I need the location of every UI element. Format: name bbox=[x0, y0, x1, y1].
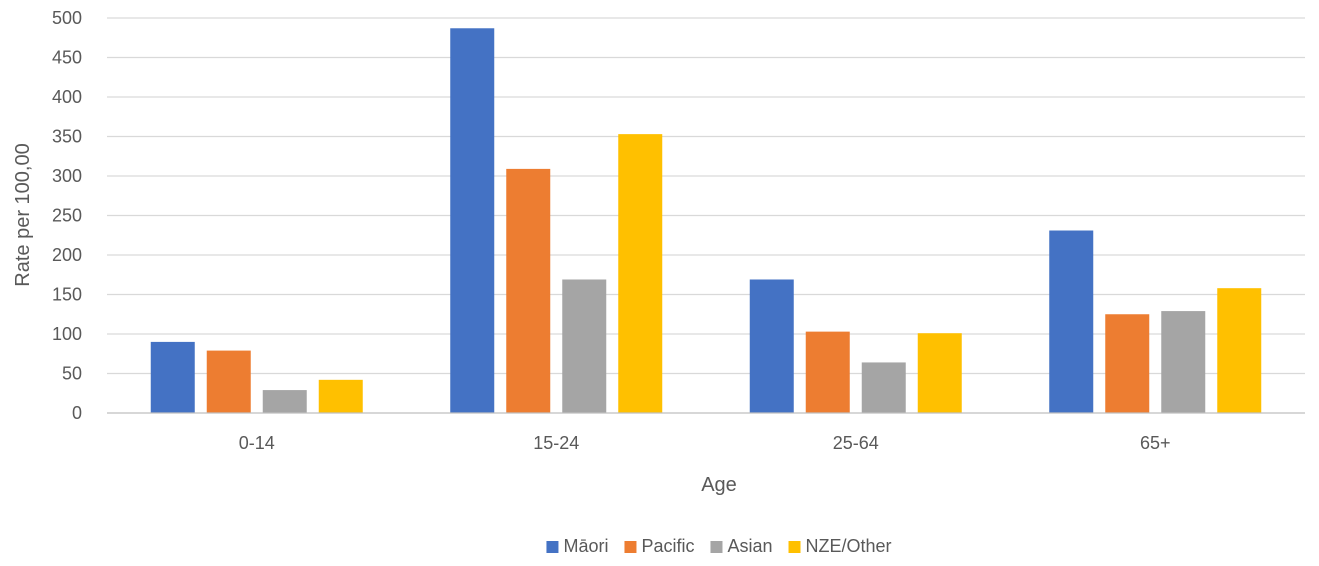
bar-pacific-65+ bbox=[1105, 314, 1150, 413]
legend: Māori Pacific Asian NZE/Other bbox=[546, 536, 892, 556]
x-tick-label: 65+ bbox=[1140, 433, 1171, 453]
bar-asian-0-14 bbox=[262, 390, 307, 413]
y-axis-title: Rate per 100,00 bbox=[12, 143, 34, 286]
bar-pacific-25-64 bbox=[805, 331, 850, 413]
legend-item: Māori bbox=[546, 536, 608, 556]
y-tick-label: 200 bbox=[52, 245, 82, 265]
x-tick-label: 0-14 bbox=[239, 433, 275, 453]
legend-item: Pacific bbox=[624, 536, 694, 556]
bar-nze-other-15-24 bbox=[618, 134, 663, 413]
legend-swatch bbox=[710, 541, 723, 553]
y-axis-ticks: 0 50 100 150 200 250 300 350 400 450 500 bbox=[52, 8, 82, 423]
bar-m-ori-0-14 bbox=[150, 341, 195, 413]
bar-nze-other-65+ bbox=[1217, 288, 1262, 413]
x-axis-ticks: 0-14 15-24 25-64 65+ bbox=[239, 433, 1171, 453]
y-tick-label: 50 bbox=[62, 364, 82, 384]
y-tick-label: 0 bbox=[72, 403, 82, 423]
bar-asian-65+ bbox=[1161, 311, 1206, 413]
bar-m-ori-25-64 bbox=[749, 279, 794, 413]
legend-label: Pacific bbox=[641, 536, 694, 556]
legend-item: NZE/Other bbox=[788, 536, 892, 556]
x-axis-title: Age bbox=[701, 474, 737, 496]
legend-item: Asian bbox=[710, 536, 773, 556]
y-tick-label: 450 bbox=[52, 48, 82, 68]
bar-asian-15-24 bbox=[562, 279, 607, 413]
y-tick-label: 100 bbox=[52, 324, 82, 344]
y-tick-label: 150 bbox=[52, 285, 82, 305]
bar-asian-25-64 bbox=[861, 362, 906, 413]
y-tick-label: 250 bbox=[52, 206, 82, 226]
legend-swatch bbox=[788, 541, 801, 553]
legend-label: Māori bbox=[563, 536, 608, 556]
legend-swatch bbox=[624, 541, 637, 553]
bar-m-ori-65+ bbox=[1049, 230, 1094, 413]
legend-label: NZE/Other bbox=[806, 536, 892, 556]
y-tick-label: 350 bbox=[52, 127, 82, 147]
y-tick-label: 500 bbox=[52, 8, 82, 28]
bar-m-ori-15-24 bbox=[450, 28, 495, 414]
gridlines bbox=[107, 17, 1305, 375]
bars bbox=[150, 28, 1262, 414]
bar-nze-other-25-64 bbox=[917, 333, 962, 413]
x-tick-label: 25-64 bbox=[833, 433, 879, 453]
bar-nze-other-0-14 bbox=[318, 379, 363, 413]
x-tick-label: 15-24 bbox=[533, 433, 579, 453]
legend-swatch bbox=[546, 541, 559, 553]
legend-label: Asian bbox=[727, 536, 772, 556]
y-tick-label: 300 bbox=[52, 166, 82, 186]
y-tick-label: 400 bbox=[52, 87, 82, 107]
bar-pacific-0-14 bbox=[206, 350, 251, 413]
bar-pacific-15-24 bbox=[506, 168, 551, 413]
